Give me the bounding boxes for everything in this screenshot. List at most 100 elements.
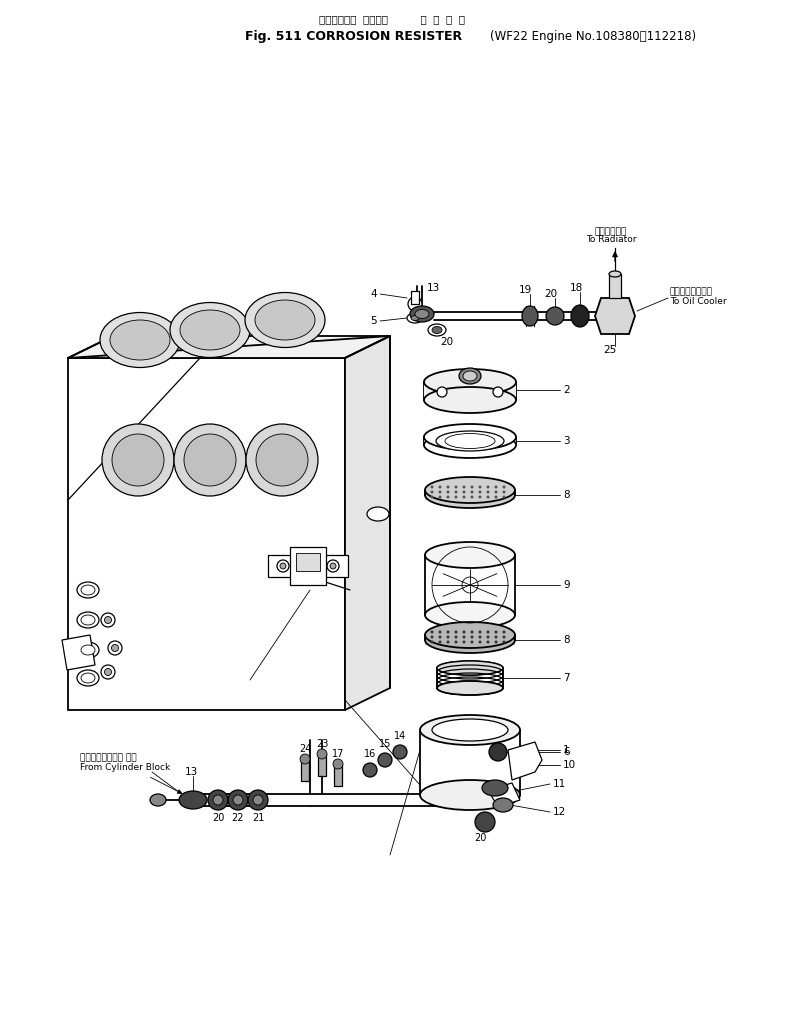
Text: 4: 4 bbox=[371, 289, 377, 299]
Circle shape bbox=[502, 486, 506, 489]
Text: シリンダブロック から: シリンダブロック から bbox=[80, 753, 137, 763]
Circle shape bbox=[475, 812, 495, 832]
Circle shape bbox=[430, 486, 433, 489]
Circle shape bbox=[233, 795, 243, 805]
Circle shape bbox=[470, 496, 473, 499]
Ellipse shape bbox=[424, 424, 516, 450]
Text: 25: 25 bbox=[604, 345, 617, 355]
Circle shape bbox=[393, 745, 407, 759]
Text: 17: 17 bbox=[332, 749, 344, 759]
Circle shape bbox=[495, 491, 498, 494]
Circle shape bbox=[487, 631, 490, 634]
Ellipse shape bbox=[77, 612, 99, 628]
Ellipse shape bbox=[77, 642, 99, 658]
Circle shape bbox=[495, 496, 498, 499]
Text: 8: 8 bbox=[563, 490, 570, 500]
Circle shape bbox=[430, 636, 433, 639]
Ellipse shape bbox=[428, 324, 446, 336]
Circle shape bbox=[546, 307, 564, 325]
Ellipse shape bbox=[425, 602, 515, 628]
Ellipse shape bbox=[571, 305, 589, 327]
Circle shape bbox=[470, 486, 473, 489]
Ellipse shape bbox=[437, 661, 503, 675]
Bar bbox=[334, 764, 342, 786]
Ellipse shape bbox=[445, 434, 495, 448]
Ellipse shape bbox=[179, 791, 207, 809]
Ellipse shape bbox=[81, 615, 95, 625]
Text: 14: 14 bbox=[394, 731, 406, 741]
Ellipse shape bbox=[102, 424, 174, 496]
Polygon shape bbox=[508, 742, 542, 780]
Ellipse shape bbox=[81, 585, 95, 595]
Text: 16: 16 bbox=[364, 749, 376, 759]
Circle shape bbox=[101, 613, 115, 627]
Ellipse shape bbox=[100, 312, 180, 367]
Circle shape bbox=[104, 668, 111, 675]
Ellipse shape bbox=[425, 482, 515, 508]
Circle shape bbox=[277, 560, 289, 572]
Text: ラジエータへ: ラジエータへ bbox=[595, 227, 627, 236]
Circle shape bbox=[495, 631, 498, 634]
Circle shape bbox=[487, 636, 490, 639]
Ellipse shape bbox=[81, 673, 95, 683]
Circle shape bbox=[439, 496, 441, 499]
Circle shape bbox=[430, 631, 433, 634]
Text: 13: 13 bbox=[427, 283, 440, 293]
Text: From Cylinder Block: From Cylinder Block bbox=[80, 764, 170, 773]
Text: 3: 3 bbox=[563, 436, 570, 446]
Ellipse shape bbox=[150, 794, 166, 806]
Circle shape bbox=[447, 486, 450, 489]
Text: 21: 21 bbox=[252, 813, 265, 823]
Ellipse shape bbox=[245, 292, 325, 348]
Ellipse shape bbox=[425, 627, 515, 653]
Bar bbox=[301, 759, 309, 781]
Bar bbox=[425, 490, 515, 500]
Circle shape bbox=[495, 641, 498, 644]
Ellipse shape bbox=[112, 434, 164, 486]
Circle shape bbox=[300, 754, 310, 764]
Ellipse shape bbox=[437, 681, 503, 695]
Circle shape bbox=[487, 491, 490, 494]
Ellipse shape bbox=[420, 715, 520, 745]
Ellipse shape bbox=[609, 271, 621, 277]
Ellipse shape bbox=[77, 582, 99, 598]
Ellipse shape bbox=[432, 719, 508, 741]
Circle shape bbox=[502, 491, 506, 494]
Circle shape bbox=[495, 636, 498, 639]
Circle shape bbox=[447, 631, 450, 634]
Circle shape bbox=[462, 486, 466, 489]
Text: 2: 2 bbox=[563, 385, 570, 395]
Ellipse shape bbox=[407, 313, 423, 323]
Bar bbox=[318, 754, 326, 776]
Ellipse shape bbox=[436, 431, 504, 451]
Circle shape bbox=[462, 641, 466, 644]
Circle shape bbox=[502, 636, 506, 639]
Text: 20: 20 bbox=[474, 832, 486, 843]
Circle shape bbox=[101, 665, 115, 679]
Polygon shape bbox=[68, 336, 390, 358]
Text: Fig. 511 CORROSION RESISTER: Fig. 511 CORROSION RESISTER bbox=[245, 30, 462, 43]
Circle shape bbox=[462, 631, 466, 634]
Text: To Radiator: To Radiator bbox=[586, 235, 637, 244]
Text: 15: 15 bbox=[379, 739, 391, 749]
Bar bbox=[411, 291, 419, 304]
Circle shape bbox=[455, 486, 458, 489]
Circle shape bbox=[439, 631, 441, 634]
Circle shape bbox=[479, 491, 481, 494]
Polygon shape bbox=[268, 555, 348, 577]
Circle shape bbox=[253, 795, 263, 805]
Text: 10: 10 bbox=[563, 760, 576, 770]
Bar bbox=[425, 635, 515, 645]
Ellipse shape bbox=[437, 661, 503, 675]
Circle shape bbox=[104, 617, 111, 624]
Circle shape bbox=[447, 636, 450, 639]
Circle shape bbox=[439, 641, 441, 644]
Circle shape bbox=[479, 496, 481, 499]
Circle shape bbox=[502, 631, 506, 634]
Text: 5: 5 bbox=[371, 316, 377, 325]
Circle shape bbox=[430, 496, 433, 499]
Circle shape bbox=[495, 486, 498, 489]
Circle shape bbox=[479, 486, 481, 489]
Ellipse shape bbox=[424, 387, 516, 413]
Polygon shape bbox=[488, 783, 520, 807]
